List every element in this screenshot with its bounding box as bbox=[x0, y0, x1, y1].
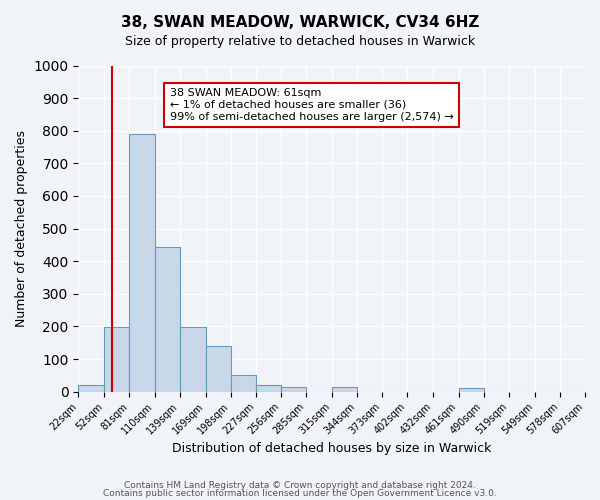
Bar bbox=[281, 388, 306, 392]
Bar bbox=[206, 346, 231, 392]
Text: Contains public sector information licensed under the Open Government Licence v3: Contains public sector information licen… bbox=[103, 488, 497, 498]
Bar bbox=[104, 328, 130, 392]
X-axis label: Distribution of detached houses by size in Warwick: Distribution of detached houses by size … bbox=[172, 442, 491, 455]
Bar bbox=[79, 385, 104, 392]
Text: Contains HM Land Registry data © Crown copyright and database right 2024.: Contains HM Land Registry data © Crown c… bbox=[124, 481, 476, 490]
Y-axis label: Number of detached properties: Number of detached properties bbox=[15, 130, 28, 327]
Bar bbox=[256, 385, 281, 392]
Bar bbox=[155, 246, 180, 392]
Text: 38 SWAN MEADOW: 61sqm
← 1% of detached houses are smaller (36)
99% of semi-detac: 38 SWAN MEADOW: 61sqm ← 1% of detached h… bbox=[170, 88, 454, 122]
Bar bbox=[231, 376, 256, 392]
Text: Size of property relative to detached houses in Warwick: Size of property relative to detached ho… bbox=[125, 35, 475, 48]
Text: 38, SWAN MEADOW, WARWICK, CV34 6HZ: 38, SWAN MEADOW, WARWICK, CV34 6HZ bbox=[121, 15, 479, 30]
Bar bbox=[180, 328, 206, 392]
Bar bbox=[458, 388, 484, 392]
Bar bbox=[130, 134, 155, 392]
Bar bbox=[332, 388, 357, 392]
